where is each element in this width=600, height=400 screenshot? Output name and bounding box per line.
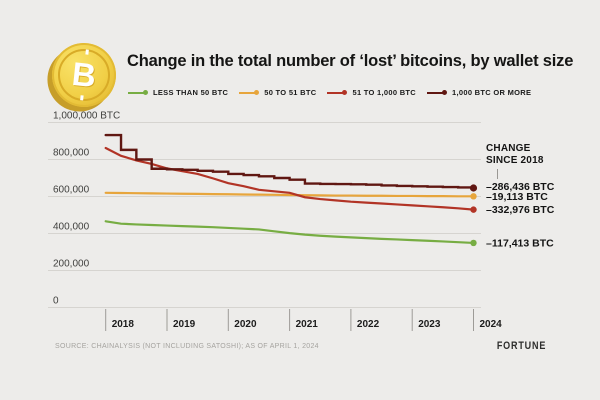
- x-axis-label: 2023: [418, 319, 441, 330]
- change-header-line2: SINCE 2018: [486, 154, 544, 166]
- source-note: SOURCE: CHAINALYSIS (NOT INCLUDING SATOS…: [55, 343, 319, 350]
- y-axis-label: 800,000: [53, 148, 90, 159]
- series-line-less-than-50-btc: [104, 220, 475, 245]
- legend-item-1000-or-more: 1,000 BTC OR MORE: [427, 88, 531, 97]
- legend-label: 1,000 BTC OR MORE: [452, 88, 532, 97]
- legend-line-dot-icon: [239, 90, 260, 95]
- change-header-line1: CHANGE: [486, 143, 531, 154]
- x-axis-label: 2022: [357, 319, 380, 330]
- legend-line-dot-icon: [427, 90, 448, 95]
- y-axis-label: 0: [53, 296, 59, 307]
- x-axis-label: 2018: [112, 319, 135, 330]
- page-title: Change in the total number of ‘lost’ bit…: [127, 52, 574, 70]
- series-endpoint-dot-less-than-50-btc: [470, 239, 477, 247]
- legend-line-dot-icon: [128, 90, 148, 95]
- change-header-connector-line: [497, 169, 498, 179]
- y-axis-label: 400,000: [53, 222, 90, 233]
- change-label-51-to-1000-btc: –332,976 BTC: [486, 204, 555, 216]
- legend-item-less-than-50: LESS THAN 50 BTC: [128, 88, 228, 97]
- series-line-50-to-51-btc: [104, 191, 475, 198]
- x-axis-label: 2020: [234, 319, 257, 330]
- series-endpoint-dot-1000-btc-or-more: [469, 184, 478, 192]
- change-since-2018-header: CHANGE SINCE 2018: [486, 143, 544, 166]
- y-axis-label: 1,000,000 BTC: [53, 111, 120, 122]
- x-axis-label: 2024: [480, 319, 503, 330]
- x-axis-label: 2021: [296, 319, 319, 330]
- series-endpoint-dot-51-to-1000-btc: [470, 206, 477, 213]
- y-axis-label: 200,000: [53, 259, 90, 270]
- change-label-50-to-51-btc: –19,113 BTC: [486, 191, 548, 203]
- legend-item-50-to-51: 50 TO 51 BTC: [239, 88, 316, 97]
- x-axis-label: 2019: [173, 319, 196, 330]
- fortune-logo: FORTUNE: [496, 340, 546, 352]
- change-label-1000-btc-or-more: –286,436 BTC: [486, 181, 555, 193]
- legend-label: 50 TO 51 BTC: [264, 88, 317, 97]
- legend-label: 51 TO 1,000 BTC: [352, 88, 417, 97]
- legend-line-dot-icon: [327, 90, 348, 95]
- chart-legend: LESS THAN 50 BTC 50 TO 51 BTC 51 TO 1,00…: [128, 88, 531, 97]
- legend-item-51-to-1000: 51 TO 1,000 BTC: [327, 88, 416, 97]
- series-line-1000-btc-or-more: [104, 133, 475, 190]
- legend-label: LESS THAN 50 BTC: [153, 88, 229, 97]
- series-endpoint-dot-50-to-51-btc: [470, 193, 477, 200]
- change-label-less-than-50-btc: –117,413 BTC: [486, 238, 554, 250]
- y-axis-label: 600,000: [53, 185, 90, 196]
